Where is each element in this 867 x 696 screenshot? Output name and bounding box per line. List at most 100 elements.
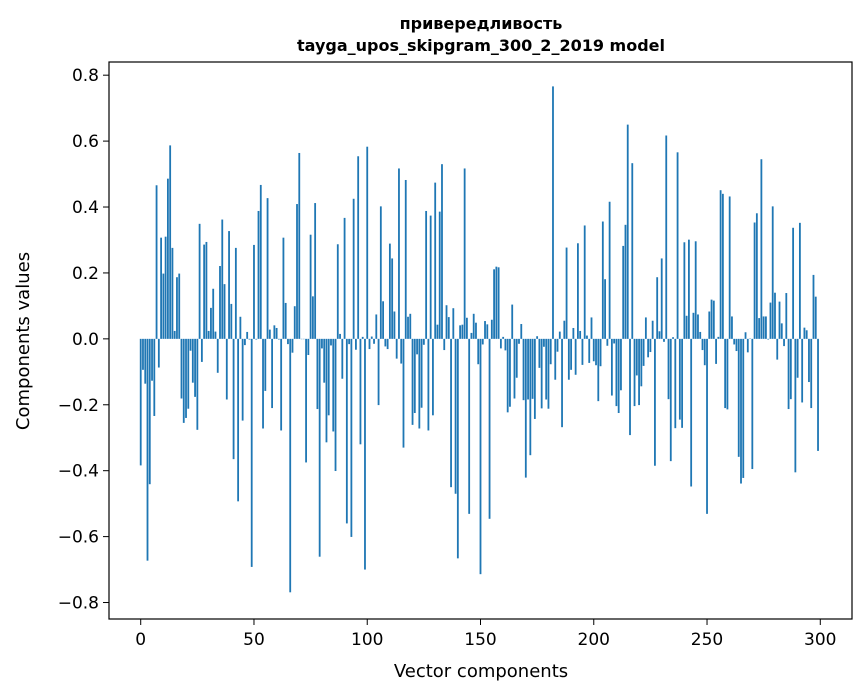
bar-129 [432,338,434,416]
bar-156 [493,269,495,339]
bar-6 [153,338,156,416]
bar-28 [203,244,206,339]
bar-216 [629,338,631,436]
bar-120 [411,338,414,425]
bar-178 [543,338,545,347]
bar-234 [669,338,672,462]
bar-275 [762,316,765,339]
bar-175 [536,336,539,339]
bar-102 [370,336,373,339]
bar-268 [746,338,749,353]
bar-132 [438,211,441,339]
bar-127 [427,338,430,431]
bar-280 [774,292,776,339]
bar-299 [817,338,819,451]
y-tick-label: −0.8 [58,594,99,614]
bar-219 [635,338,638,376]
bar-49 [250,338,253,567]
y-tick-label: −0.6 [58,528,99,548]
bar-38 [225,338,228,400]
x-tick-label: 0 [135,630,146,650]
bar-198 [588,338,591,363]
bar-252 [710,299,713,339]
y-tick-label: 0.6 [72,132,99,152]
bar-296 [810,338,813,409]
bar-197 [586,335,588,339]
bar-288 [792,227,795,339]
bar-232 [665,135,668,339]
bar-250 [706,338,708,514]
bar-131 [436,324,439,339]
bar-151 [481,338,484,345]
bar-191 [572,327,575,339]
bar-126 [425,210,428,339]
bar-118 [407,316,409,339]
bar-146 [470,332,473,339]
bar-66 [289,338,292,593]
bar-163 [509,338,511,407]
bar-241 [685,315,688,339]
bar-148 [475,322,477,339]
bar-95 [355,338,357,350]
bar-73 [305,338,307,463]
bar-276 [765,316,767,339]
bar-76 [311,296,314,339]
y-tick-label: 0.2 [72,264,99,284]
bar-35 [219,266,221,339]
y-tick-label: 0.8 [72,66,99,86]
bar-289 [794,338,797,473]
bar-81 [323,338,326,383]
bar-145 [468,338,471,514]
bar-34 [216,338,219,373]
bar-287 [789,338,792,400]
bar-30 [207,330,210,339]
bar-240 [683,242,686,339]
bar-107 [382,301,384,339]
bar-168 [520,324,523,339]
bar-174 [533,338,536,419]
y-tick-label: 0.4 [72,198,99,218]
bar-229 [658,331,661,339]
bar-96 [357,156,360,339]
bar-25 [196,338,199,430]
bar-209 [613,338,616,344]
bar-36 [221,219,224,339]
bar-264 [737,338,740,457]
y-tick-label: −0.4 [58,462,99,482]
bar-184 [556,338,559,352]
bar-62 [280,338,283,431]
x-axis-label: Vector components [394,661,568,682]
bar-5 [151,338,153,381]
bar-125 [422,338,425,345]
bar-142 [461,324,464,339]
bar-104 [375,314,378,339]
bar-83 [327,338,330,416]
bar-293 [803,327,806,339]
bar-23 [191,338,194,383]
bar-140 [456,338,459,559]
bar-237 [676,152,679,339]
bar-179 [545,338,548,400]
bar-201 [595,338,597,366]
bar-56 [266,198,269,339]
bar-94 [352,198,355,339]
bar-136 [447,317,450,339]
bar-51 [255,338,258,340]
bar-182 [552,86,554,339]
bar-80 [321,338,323,349]
bar-149 [477,338,480,365]
bar-297 [812,274,815,339]
bar-90 [343,217,346,339]
plot-frame [108,61,853,620]
bar-203 [599,338,602,367]
bar-220 [638,338,640,406]
bar-144 [466,317,468,339]
bar-207 [608,201,611,339]
bar-31 [210,307,212,339]
bar-206 [606,338,609,346]
bar-87 [336,244,339,339]
bar-180 [547,338,550,409]
bar-260 [728,196,731,339]
bar-190 [570,338,573,370]
